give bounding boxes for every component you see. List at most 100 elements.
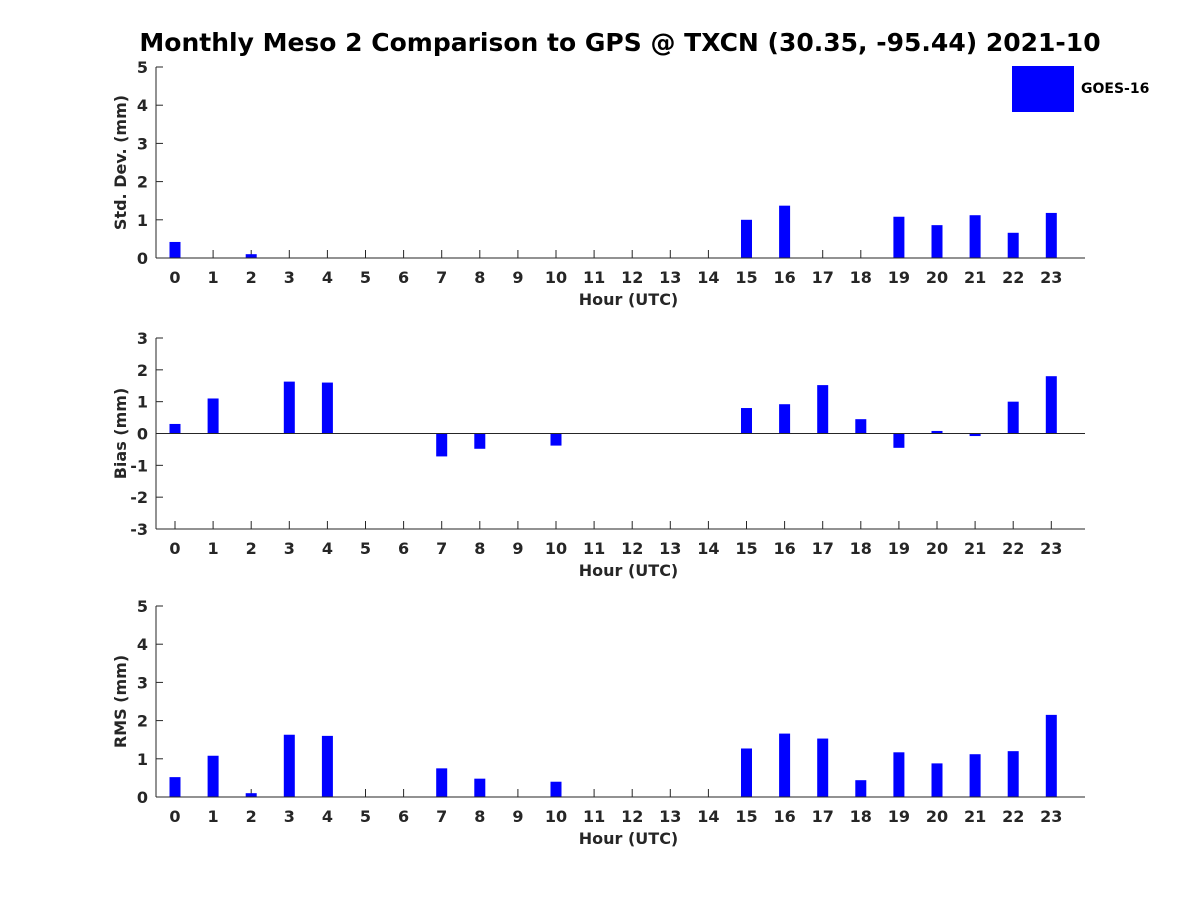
bar bbox=[1045, 212, 1057, 258]
bar bbox=[817, 738, 829, 797]
bar bbox=[1045, 376, 1057, 434]
x-tick-label: 5 bbox=[360, 268, 371, 287]
x-tick-label: 14 bbox=[697, 807, 719, 826]
y-tick-label: -1 bbox=[130, 456, 148, 475]
y-tick-label: 5 bbox=[137, 597, 148, 616]
x-tick-label: 15 bbox=[735, 539, 757, 558]
x-tick-label: 11 bbox=[583, 268, 605, 287]
legend-swatch bbox=[1012, 66, 1074, 112]
x-tick-label: 3 bbox=[284, 539, 295, 558]
x-tick-label: 17 bbox=[812, 807, 834, 826]
bar bbox=[550, 433, 562, 446]
x-tick-label: 22 bbox=[1002, 268, 1024, 287]
x-tick-label: 21 bbox=[964, 807, 986, 826]
bar bbox=[741, 748, 752, 797]
x-tick-label: 20 bbox=[926, 268, 948, 287]
bar bbox=[436, 433, 448, 457]
x-tick-label: 23 bbox=[1040, 807, 1062, 826]
bar bbox=[550, 781, 562, 797]
x-tick-label: 7 bbox=[436, 268, 447, 287]
y-tick-label: 3 bbox=[137, 134, 148, 153]
chart-title: Monthly Meso 2 Comparison to GPS @ TXCN … bbox=[139, 28, 1101, 57]
x-tick-label: 22 bbox=[1002, 807, 1024, 826]
x-tick-label: 4 bbox=[322, 807, 333, 826]
y-tick-label: 3 bbox=[137, 329, 148, 348]
x-tick-label: 17 bbox=[812, 268, 834, 287]
x-tick-label: 18 bbox=[850, 539, 872, 558]
x-tick-label: 8 bbox=[474, 807, 485, 826]
x-tick-label: 14 bbox=[697, 268, 719, 287]
x-tick-label: 13 bbox=[659, 807, 681, 826]
bar bbox=[207, 755, 219, 797]
bar bbox=[321, 382, 333, 434]
x-tick-label: 9 bbox=[512, 807, 523, 826]
x-tick-label: 16 bbox=[773, 539, 795, 558]
bar bbox=[245, 793, 257, 797]
x-tick-label: 13 bbox=[659, 539, 681, 558]
y-tick-label: 2 bbox=[137, 712, 148, 731]
y-tick-label: 4 bbox=[137, 96, 148, 115]
x-tick-label: 20 bbox=[926, 539, 948, 558]
y-tick-label: -2 bbox=[130, 488, 148, 507]
x-tick-label: 16 bbox=[773, 807, 795, 826]
x-tick-label: 9 bbox=[512, 268, 523, 287]
y-tick-label: 0 bbox=[137, 425, 148, 444]
y-tick-label: 3 bbox=[137, 673, 148, 692]
bar bbox=[169, 241, 181, 258]
x-tick-label: 1 bbox=[208, 539, 219, 558]
x-tick-label: 0 bbox=[169, 268, 180, 287]
x-tick-label: 12 bbox=[621, 268, 643, 287]
x-tick-label: 5 bbox=[360, 807, 371, 826]
x-tick-label: 11 bbox=[583, 539, 605, 558]
x-tick-label: 1 bbox=[208, 807, 219, 826]
x-tick-label: 23 bbox=[1040, 539, 1062, 558]
x-tick-label: 12 bbox=[621, 807, 643, 826]
x-tick-label: 13 bbox=[659, 268, 681, 287]
y-tick-label: -3 bbox=[130, 520, 148, 539]
bar bbox=[207, 398, 219, 434]
y-tick-label: 0 bbox=[137, 249, 148, 268]
y-tick-label: 5 bbox=[137, 58, 148, 77]
x-axis-label: Hour (UTC) bbox=[579, 290, 679, 309]
y-tick-label: 1 bbox=[137, 211, 148, 230]
x-tick-label: 11 bbox=[583, 807, 605, 826]
x-tick-label: 6 bbox=[398, 807, 409, 826]
x-tick-label: 6 bbox=[398, 539, 409, 558]
bar bbox=[893, 433, 905, 448]
x-tick-label: 8 bbox=[474, 268, 485, 287]
bar bbox=[283, 734, 295, 797]
x-tick-label: 19 bbox=[888, 268, 910, 287]
x-tick-label: 3 bbox=[284, 268, 295, 287]
bar bbox=[245, 254, 257, 258]
bar bbox=[283, 381, 295, 434]
bar bbox=[969, 754, 981, 797]
bar bbox=[893, 216, 905, 258]
x-tick-label: 0 bbox=[169, 539, 180, 558]
bar bbox=[741, 408, 752, 434]
bar bbox=[741, 219, 752, 258]
bar bbox=[779, 404, 791, 434]
legend-label: GOES-16 bbox=[1081, 81, 1150, 97]
y-tick-label: 4 bbox=[137, 635, 148, 654]
x-tick-label: 20 bbox=[926, 807, 948, 826]
bar bbox=[817, 385, 829, 434]
x-tick-label: 2 bbox=[246, 807, 257, 826]
x-tick-label: 21 bbox=[964, 268, 986, 287]
x-tick-label: 7 bbox=[436, 539, 447, 558]
x-tick-label: 2 bbox=[246, 268, 257, 287]
x-tick-label: 7 bbox=[436, 807, 447, 826]
y-tick-label: 1 bbox=[137, 750, 148, 769]
x-tick-label: 4 bbox=[322, 268, 333, 287]
x-tick-label: 19 bbox=[888, 539, 910, 558]
x-tick-label: 0 bbox=[169, 807, 180, 826]
x-tick-label: 15 bbox=[735, 268, 757, 287]
x-tick-label: 9 bbox=[512, 539, 523, 558]
bar bbox=[1007, 401, 1019, 434]
x-tick-label: 12 bbox=[621, 539, 643, 558]
x-tick-label: 23 bbox=[1040, 268, 1062, 287]
x-tick-label: 10 bbox=[545, 807, 567, 826]
y-axis-label: Bias (mm) bbox=[111, 388, 130, 480]
bar bbox=[169, 777, 181, 797]
x-tick-label: 2 bbox=[246, 539, 257, 558]
